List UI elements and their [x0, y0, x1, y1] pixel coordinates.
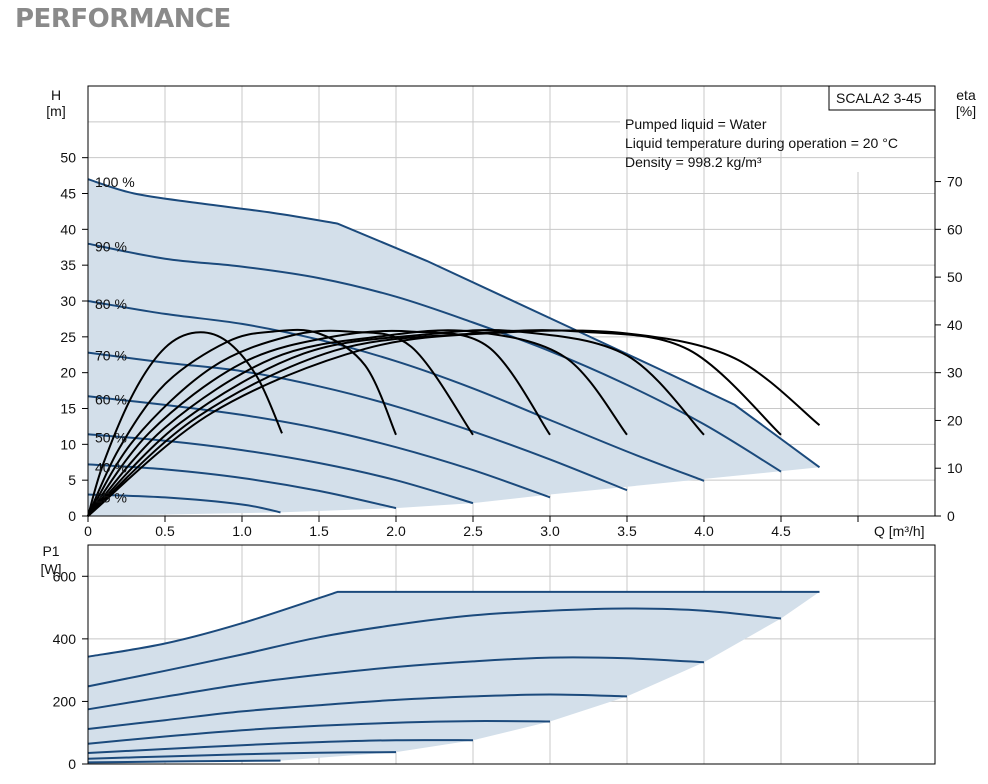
head-curve-label: 25 % — [95, 490, 127, 506]
eta-tick-label: 10 — [947, 460, 963, 476]
eta-curve-series — [87, 329, 628, 517]
q-tick-label: 2.0 — [386, 523, 406, 539]
h-tick-label: 10 — [60, 436, 76, 452]
head-curve-label: 80 % — [95, 296, 127, 312]
power-curve-series — [87, 751, 397, 760]
h-tick-label: 20 — [60, 365, 76, 381]
power-curve-series — [87, 607, 782, 688]
efficiency-curves — [87, 328, 821, 517]
power-curve-series — [87, 590, 820, 658]
h-tick-label: 25 — [60, 329, 76, 345]
power-curve-series — [87, 759, 281, 764]
p1-axis-unit: [W] — [41, 561, 62, 577]
power-curves — [87, 590, 820, 764]
eta-curve-series — [87, 331, 283, 517]
power-axis-ticks: 0 200 400 600 — [53, 568, 88, 772]
power-plot-frame — [87, 544, 936, 765]
h-axis-label: H — [51, 87, 61, 103]
h-axis-unit: [m] — [46, 103, 65, 119]
q-tick-label: 1.0 — [232, 523, 252, 539]
head-curve-labels: 100 % 90 % 80 % 70 % 60 % 50 % 40 % 25 % — [95, 174, 135, 505]
h-tick-label: 35 — [60, 257, 76, 273]
head-curve-series — [87, 178, 821, 469]
head-curve-label: 60 % — [95, 391, 127, 407]
h-tick-label: 0 — [68, 508, 76, 524]
eta-curve-series — [87, 329, 821, 517]
eta-curve-series — [87, 328, 705, 517]
eta-tick-label: 30 — [947, 365, 963, 381]
q-axis-label: Q [m³/h] — [874, 523, 925, 539]
eta-tick-label: 70 — [947, 174, 963, 190]
head-curve-label: 70 % — [95, 348, 127, 364]
eta-axis-label: eta — [956, 87, 976, 103]
eta-curve-series — [87, 328, 397, 517]
power-curve-series — [87, 656, 705, 711]
q-tick-label: 1.5 — [309, 523, 329, 539]
q-tick-label: 0.5 — [155, 523, 175, 539]
head-curve-series — [87, 433, 474, 505]
p1-tick-label: 200 — [53, 693, 77, 709]
power-envelope-area — [88, 591, 820, 764]
power-curve-series — [87, 693, 628, 730]
eta-tick-label: 50 — [947, 269, 963, 285]
head-curve-series — [87, 242, 782, 473]
p1-axis-label: P1 — [42, 543, 59, 559]
head-axis-ticks: 0 5 10 15 20 25 30 35 40 45 50 0 10 20 30 40 50 60 70 0 0.5 1… — [60, 150, 962, 539]
eta-curve-series — [87, 329, 474, 517]
head-curve-series — [87, 493, 281, 514]
model-label-box — [828, 85, 936, 111]
head-curve-series — [87, 351, 628, 492]
power-curve-series — [87, 720, 551, 745]
head-curve-series — [87, 395, 551, 499]
info-line-liquid: Pumped liquid = Water — [625, 116, 767, 132]
h-tick-label: 50 — [60, 150, 76, 166]
head-curve-label: 100 % — [95, 174, 135, 190]
q-tick-label: 4.0 — [694, 523, 714, 539]
p1-tick-label: 600 — [53, 568, 77, 584]
power-curve-series — [87, 739, 474, 754]
h-tick-label: 30 — [60, 293, 76, 309]
head-curve-label: 50 % — [95, 429, 127, 445]
head-curve-label: 90 % — [95, 239, 127, 255]
info-line-density: Density = 998.2 kg/m³ — [625, 154, 762, 170]
h-tick-label: 15 — [60, 401, 76, 417]
head-curve-series — [87, 300, 705, 482]
p1-tick-label: 0 — [68, 756, 76, 772]
h-tick-label: 40 — [60, 221, 76, 237]
head-curves — [87, 178, 821, 514]
eta-curve-series — [87, 329, 551, 517]
eta-axis-unit: [%] — [956, 103, 976, 119]
eta-tick-label: 60 — [947, 221, 963, 237]
head-curve-label: 40 % — [95, 459, 127, 475]
h-tick-label: 45 — [60, 186, 76, 202]
q-tick-label: 2.5 — [463, 523, 483, 539]
info-line-temperature: Liquid temperature during operation = 20… — [625, 135, 898, 151]
eta-tick-label: 40 — [947, 317, 963, 333]
q-tick-label: 3.5 — [617, 523, 637, 539]
page-heading: PERFORMANCE — [15, 4, 231, 34]
h-tick-label: 5 — [68, 472, 76, 488]
q-tick-label: 0 — [84, 523, 92, 539]
head-curve-series — [87, 463, 397, 510]
q-tick-label: 3.0 — [540, 523, 560, 539]
head-envelope-area — [88, 179, 820, 516]
eta-tick-label: 20 — [947, 412, 963, 428]
eta-tick-label: 0 — [947, 508, 955, 524]
model-label: SCALA2 3-45 — [836, 90, 922, 106]
p1-tick-label: 400 — [53, 631, 77, 647]
q-tick-label: 4.5 — [771, 523, 791, 539]
